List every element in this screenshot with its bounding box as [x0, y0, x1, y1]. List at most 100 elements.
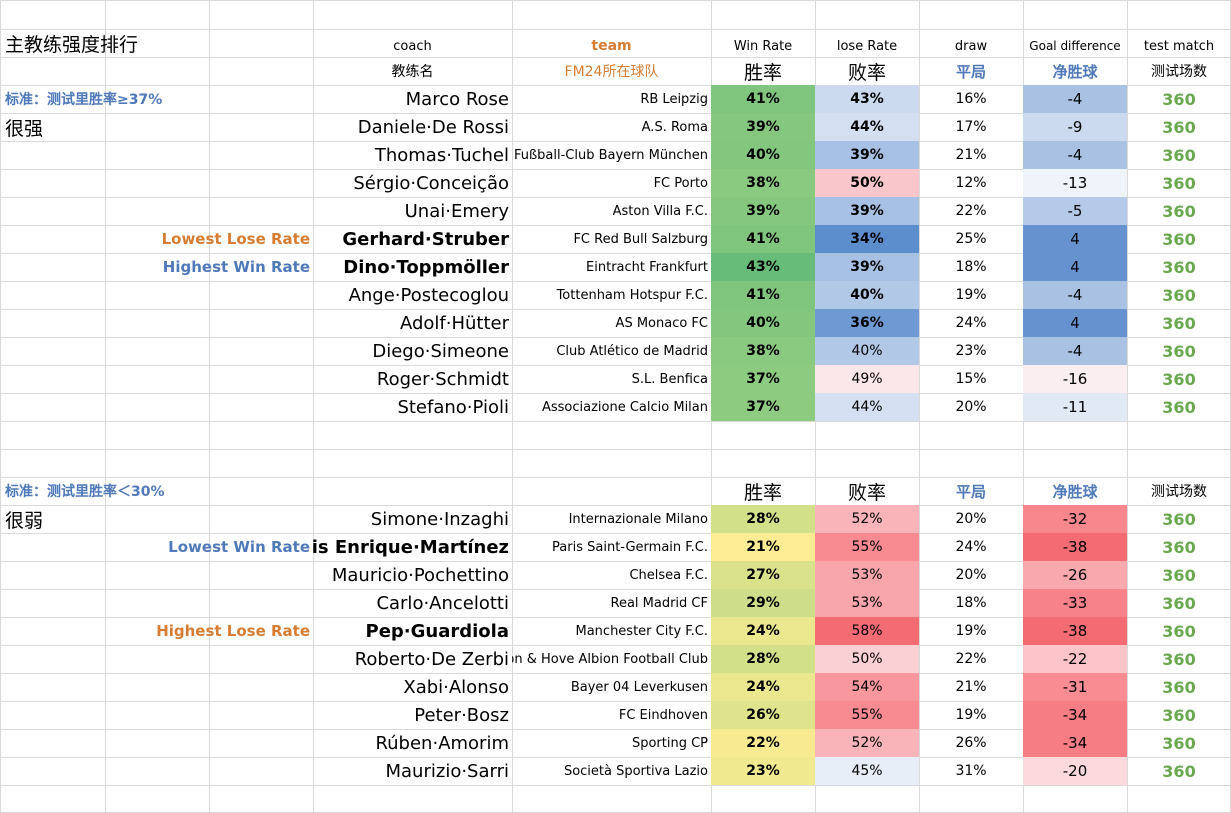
strong-row-0-win[interactable]: 41%	[711, 85, 815, 113]
strong-row-8-gd[interactable]: 4	[1023, 309, 1127, 337]
weak-row-8-coach[interactable]: Rúben·Amorim	[313, 729, 512, 757]
strong-row-11-coach[interactable]: Stefano·Pioli	[313, 393, 512, 421]
strong-row-7-draw[interactable]: 19%	[919, 281, 1023, 309]
weak-row-0-gd[interactable]: -32	[1023, 505, 1127, 533]
strong-row-3-gd[interactable]: -13	[1023, 169, 1127, 197]
weak-row-8-draw[interactable]: 26%	[919, 729, 1023, 757]
strong-row-6-test[interactable]: 360	[1127, 253, 1231, 281]
weak-row-9-test[interactable]: 360	[1127, 757, 1231, 785]
strong-row-0-lose[interactable]: 43%	[815, 85, 919, 113]
strong-row-10-win[interactable]: 37%	[711, 365, 815, 393]
strong-row-5-lose[interactable]: 34%	[815, 225, 919, 253]
strong-row-0-team[interactable]: RB Leipzig	[512, 85, 711, 113]
weak-row-9-gd[interactable]: -20	[1023, 757, 1127, 785]
header-coach-cn[interactable]: 教练名	[313, 57, 512, 85]
strong-row-9-gd[interactable]: -4	[1023, 337, 1127, 365]
strong-row-6-tag[interactable]: Highest Win Rate	[105, 253, 313, 281]
weak-row-9-win[interactable]: 23%	[711, 757, 815, 785]
weak-row-2-test[interactable]: 360	[1127, 561, 1231, 589]
weak-row-4-coach[interactable]: Pep·Guardiola	[313, 617, 512, 645]
strong-row-8-test[interactable]: 360	[1127, 309, 1231, 337]
strong-row-0-coach[interactable]: Marco Rose	[313, 85, 512, 113]
strong-row-4-draw[interactable]: 22%	[919, 197, 1023, 225]
weak-row-6-team[interactable]: Bayer 04 Leverkusen	[512, 673, 711, 701]
strong-row-8-win[interactable]: 40%	[711, 309, 815, 337]
strong-row-6-coach[interactable]: Dino·Toppmöller	[313, 253, 512, 281]
strong-row-11-test[interactable]: 360	[1127, 393, 1231, 421]
strong-row-4-win[interactable]: 39%	[711, 197, 815, 225]
weak-row-2-lose[interactable]: 53%	[815, 561, 919, 589]
weak-row-7-win[interactable]: 26%	[711, 701, 815, 729]
header-test-en[interactable]: test match	[1127, 29, 1231, 57]
strong-row-7-lose[interactable]: 40%	[815, 281, 919, 309]
strong-row-6-team[interactable]: Eintracht Frankfurt	[512, 253, 711, 281]
header-lose-en[interactable]: lose Rate	[815, 29, 919, 57]
weak-row-4-gd[interactable]: -38	[1023, 617, 1127, 645]
weak-label[interactable]: 很弱	[0, 505, 105, 533]
strong-row-2-draw[interactable]: 21%	[919, 141, 1023, 169]
strong-row-1-coach[interactable]: Daniele·De Rossi	[313, 113, 512, 141]
weak-row-5-win[interactable]: 28%	[711, 645, 815, 673]
strong-row-9-lose[interactable]: 40%	[815, 337, 919, 365]
strong-row-6-draw[interactable]: 18%	[919, 253, 1023, 281]
strong-row-9-draw[interactable]: 23%	[919, 337, 1023, 365]
header-draw-cn[interactable]: 平局	[919, 57, 1023, 85]
strong-row-0-gd[interactable]: -4	[1023, 85, 1127, 113]
weak-row-0-draw[interactable]: 20%	[919, 505, 1023, 533]
weak-row-1-tag[interactable]: Lowest Win Rate	[105, 533, 313, 561]
weak-row-2-draw[interactable]: 20%	[919, 561, 1023, 589]
strong-row-11-gd[interactable]: -11	[1023, 393, 1127, 421]
strong-row-1-team[interactable]: A.S. Roma	[512, 113, 711, 141]
header-gd-cn[interactable]: 净胜球	[1023, 57, 1127, 85]
weak-row-6-gd[interactable]: -31	[1023, 673, 1127, 701]
page-title[interactable]: 主教练强度排行	[0, 29, 313, 57]
strong-row-5-draw[interactable]: 25%	[919, 225, 1023, 253]
header-coach-en[interactable]: coach	[313, 29, 512, 57]
weak-criterion[interactable]: 标准：测试里胜率＜30%	[0, 477, 313, 505]
strong-row-1-draw[interactable]: 17%	[919, 113, 1023, 141]
strong-row-9-team[interactable]: Club Atlético de Madrid	[512, 337, 711, 365]
strong-row-8-lose[interactable]: 36%	[815, 309, 919, 337]
weak-row-1-team[interactable]: Paris Saint-Germain F.C.	[512, 533, 711, 561]
strong-row-1-win[interactable]: 39%	[711, 113, 815, 141]
strong-row-9-test[interactable]: 360	[1127, 337, 1231, 365]
weak-row-1-win[interactable]: 21%	[711, 533, 815, 561]
weak-row-1-gd[interactable]: -38	[1023, 533, 1127, 561]
weak-header-draw-cn[interactable]: 平局	[919, 477, 1023, 505]
strong-row-11-team[interactable]: Associazione Calcio Milan	[512, 393, 711, 421]
header-gd-en[interactable]: Goal difference	[1023, 29, 1127, 57]
strong-row-8-draw[interactable]: 24%	[919, 309, 1023, 337]
weak-row-5-team[interactable]: Brighton & Hove Albion Football Club	[512, 645, 711, 673]
weak-row-8-gd[interactable]: -34	[1023, 729, 1127, 757]
weak-row-8-win[interactable]: 22%	[711, 729, 815, 757]
weak-row-2-win[interactable]: 27%	[711, 561, 815, 589]
weak-row-7-lose[interactable]: 55%	[815, 701, 919, 729]
strong-row-10-test[interactable]: 360	[1127, 365, 1231, 393]
weak-row-5-gd[interactable]: -22	[1023, 645, 1127, 673]
weak-row-3-gd[interactable]: -33	[1023, 589, 1127, 617]
header-team-en[interactable]: team	[512, 29, 711, 57]
strong-row-7-win[interactable]: 41%	[711, 281, 815, 309]
weak-row-1-coach[interactable]: Luis Enrique·Martínez	[313, 533, 512, 561]
strong-row-1-lose[interactable]: 44%	[815, 113, 919, 141]
strong-row-5-gd[interactable]: 4	[1023, 225, 1127, 253]
weak-row-3-coach[interactable]: Carlo·Ancelotti	[313, 589, 512, 617]
weak-row-1-lose[interactable]: 55%	[815, 533, 919, 561]
weak-row-0-test[interactable]: 360	[1127, 505, 1231, 533]
strong-row-4-test[interactable]: 360	[1127, 197, 1231, 225]
weak-row-7-draw[interactable]: 19%	[919, 701, 1023, 729]
weak-row-0-lose[interactable]: 52%	[815, 505, 919, 533]
weak-header-test-cn[interactable]: 测试场数	[1127, 477, 1231, 505]
strong-row-4-lose[interactable]: 39%	[815, 197, 919, 225]
strong-row-4-coach[interactable]: Unai·Emery	[313, 197, 512, 225]
strong-row-2-coach[interactable]: Thomas·Tuchel	[313, 141, 512, 169]
weak-row-2-gd[interactable]: -26	[1023, 561, 1127, 589]
weak-row-4-draw[interactable]: 19%	[919, 617, 1023, 645]
strong-row-10-coach[interactable]: Roger·Schmidt	[313, 365, 512, 393]
weak-row-5-coach[interactable]: Roberto·De Zerbi	[313, 645, 512, 673]
weak-row-7-coach[interactable]: Peter·Bosz	[313, 701, 512, 729]
weak-row-6-lose[interactable]: 54%	[815, 673, 919, 701]
strong-row-1-gd[interactable]: -9	[1023, 113, 1127, 141]
weak-row-3-draw[interactable]: 18%	[919, 589, 1023, 617]
strong-criterion[interactable]: 标准：测试里胜率≥37%	[0, 85, 313, 113]
